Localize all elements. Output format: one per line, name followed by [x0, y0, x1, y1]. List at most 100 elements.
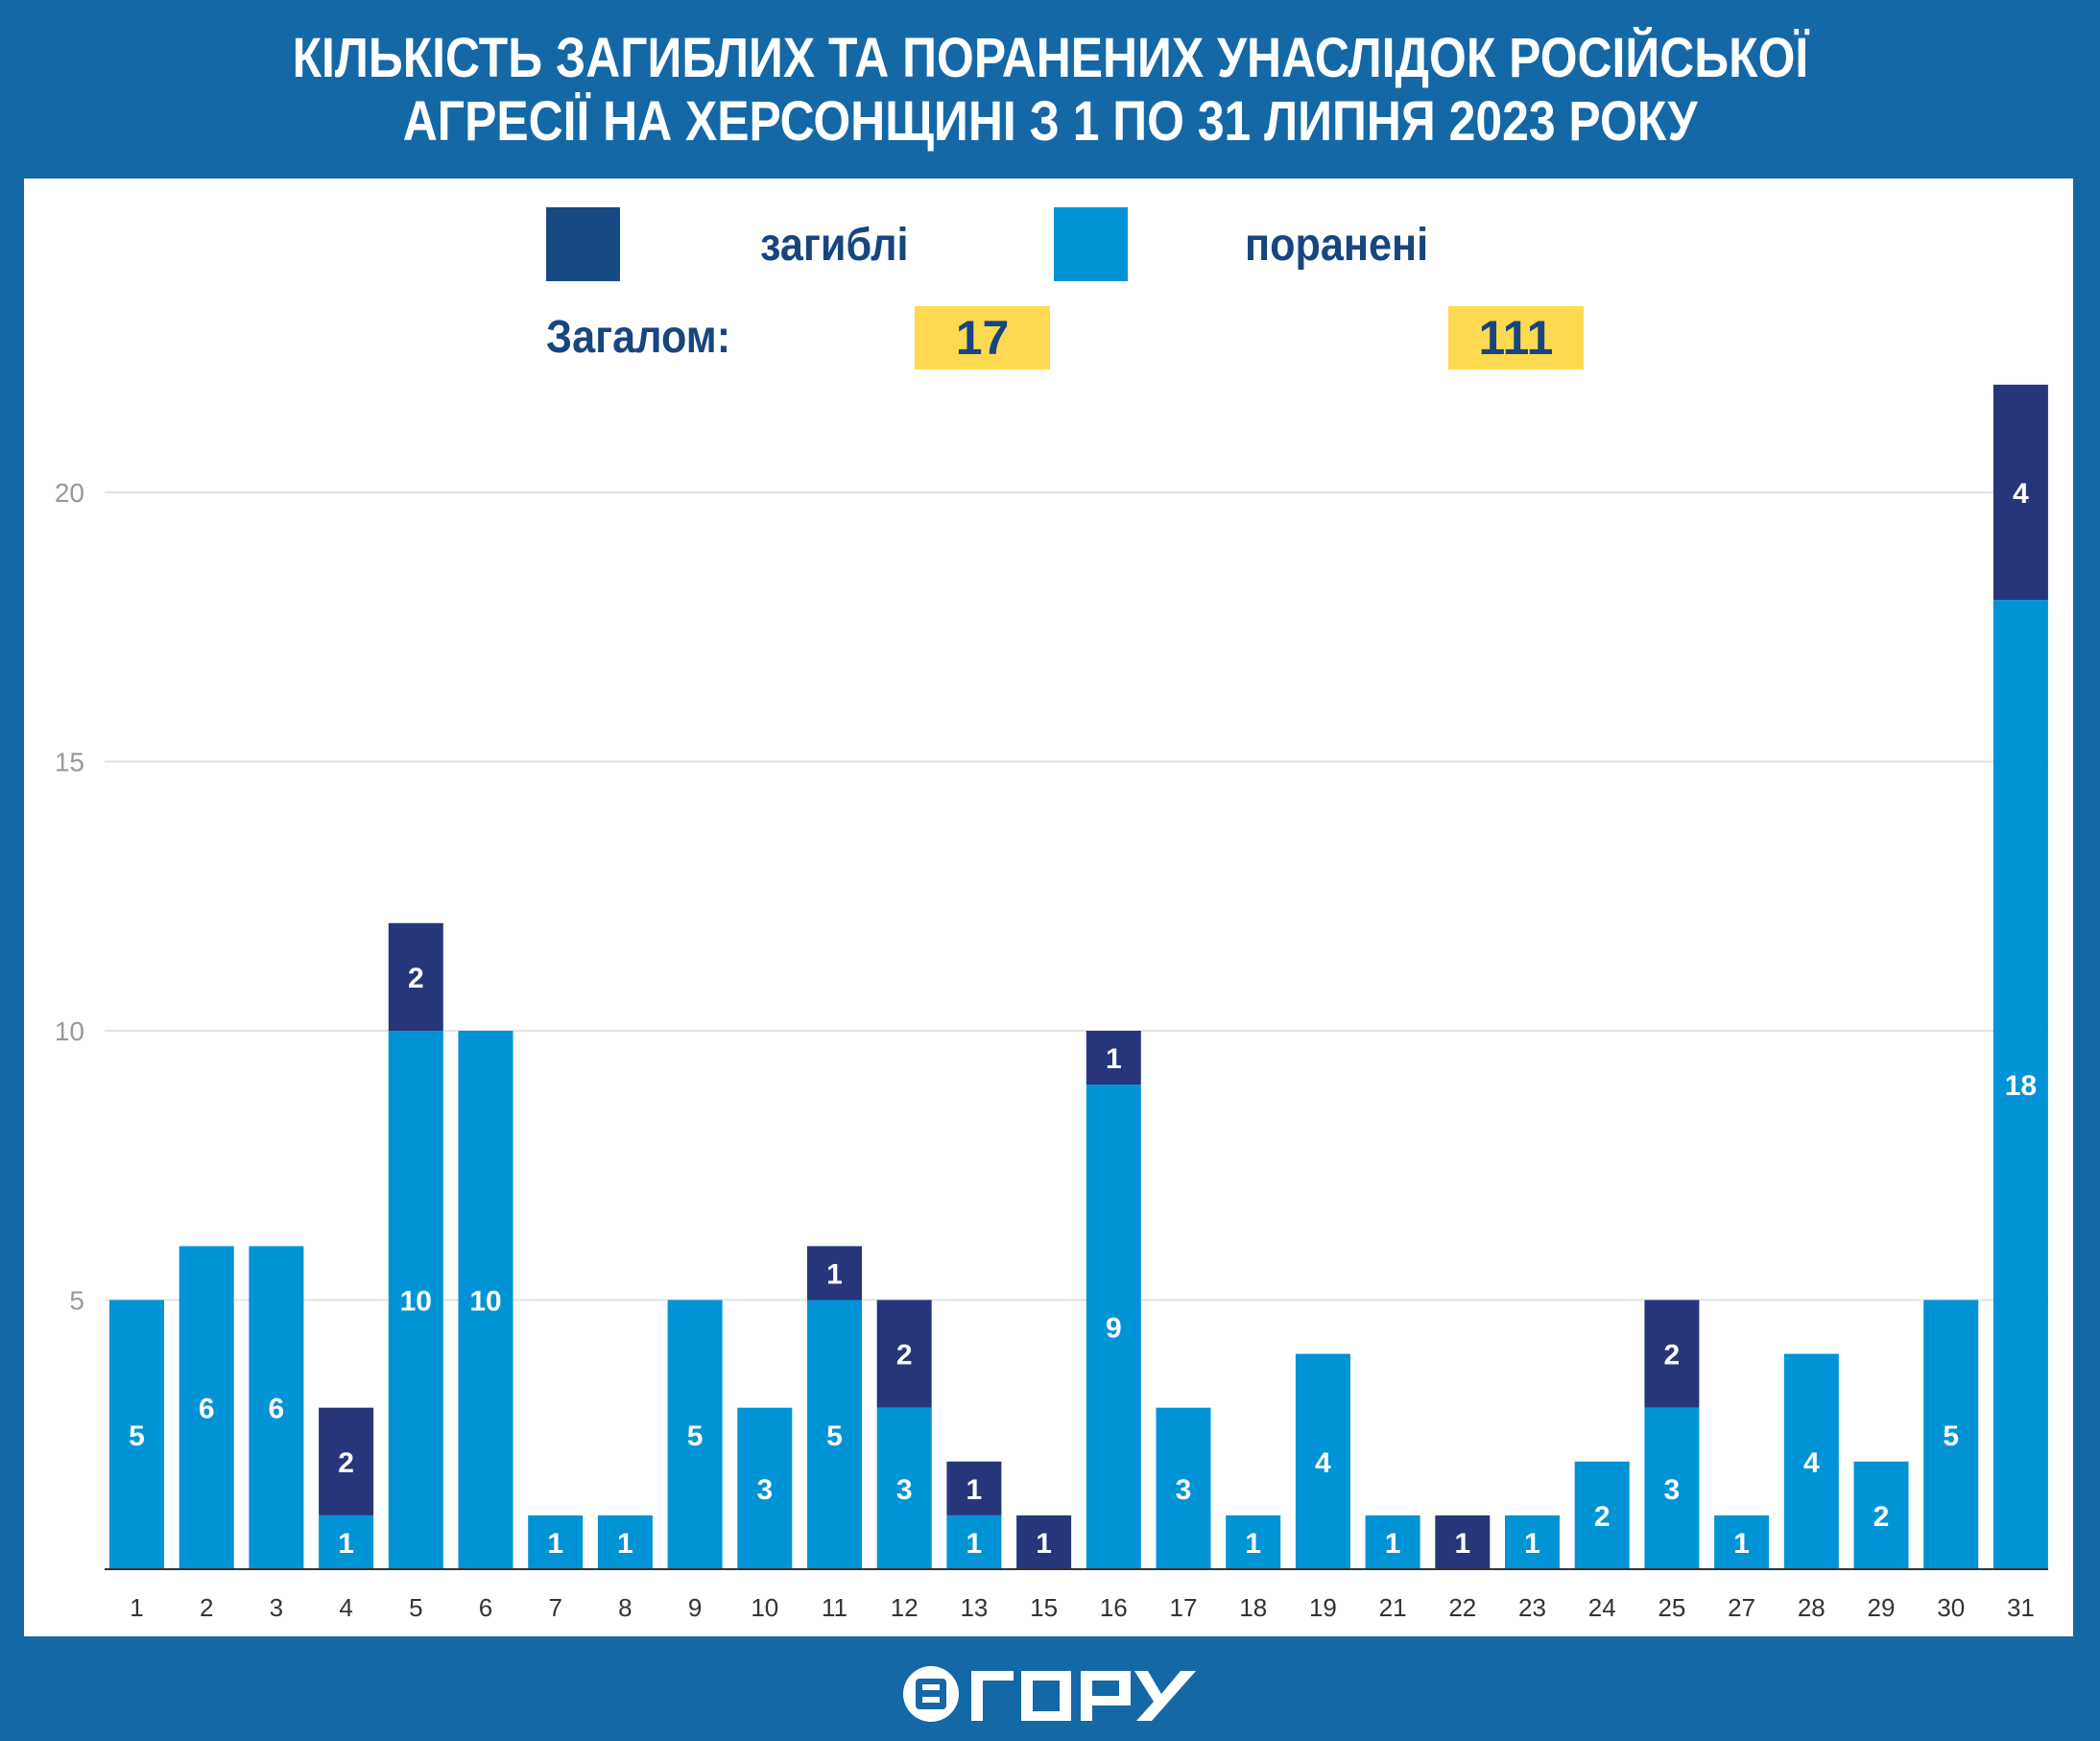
data-label-injured: 1 [1245, 1528, 1261, 1560]
bar-injured [528, 1514, 584, 1569]
bar-injured [1086, 1085, 1141, 1569]
x-tick-label: 3 [270, 1593, 283, 1622]
x-tick-label: 18 [1239, 1593, 1267, 1622]
bar-killed [1016, 1514, 1072, 1569]
x-tick-label: 25 [1658, 1593, 1685, 1622]
data-label-injured: 2 [1873, 1501, 1890, 1533]
data-label-injured: 5 [687, 1420, 704, 1452]
data-label-killed: 2 [408, 963, 424, 994]
data-label-killed: 1 [1036, 1528, 1052, 1560]
bar-injured [1783, 1353, 1839, 1569]
data-label-injured: 4 [1803, 1447, 1820, 1479]
x-tick-label: 12 [891, 1593, 919, 1622]
data-label-injured: 6 [269, 1394, 285, 1425]
y-tick-label: 10 [55, 1016, 84, 1046]
bar-injured [876, 1407, 932, 1569]
legend-label-killed: загиблі [760, 220, 909, 271]
data-label-injured: 9 [1106, 1313, 1122, 1345]
data-label-injured: 10 [400, 1286, 432, 1318]
data-label-injured: 5 [1943, 1420, 1959, 1452]
x-tick-label: 17 [1170, 1593, 1198, 1622]
bar-injured [1505, 1514, 1560, 1569]
data-label-injured: 1 [1524, 1528, 1540, 1560]
bar-injured [179, 1246, 234, 1569]
data-label-injured: 1 [966, 1528, 983, 1560]
bar-killed [1993, 384, 2048, 601]
data-label-injured: 1 [1733, 1528, 1750, 1560]
data-label-killed: 2 [896, 1340, 913, 1371]
x-tick-label: 21 [1379, 1593, 1407, 1622]
bar-injured [1644, 1407, 1700, 1569]
bar-injured [1993, 600, 2048, 1569]
bar-injured [1295, 1353, 1350, 1569]
x-tick-label: 23 [1518, 1593, 1546, 1622]
legend-swatch-killed [546, 207, 620, 281]
x-tick-label: 8 [618, 1593, 632, 1622]
data-label-killed: 1 [1454, 1528, 1470, 1560]
x-tick-label: 10 [751, 1593, 778, 1622]
bar-injured [1365, 1514, 1420, 1569]
bar-injured [1714, 1514, 1770, 1569]
x-tick-label: 7 [548, 1593, 561, 1622]
x-tick-label: 27 [1728, 1593, 1755, 1622]
x-tick-label: 15 [1030, 1593, 1058, 1622]
bar-killed [946, 1461, 1002, 1515]
bar-killed [1435, 1514, 1491, 1569]
bar-killed [1644, 1300, 1700, 1408]
data-label-injured: 4 [1315, 1447, 1331, 1479]
bar-killed [1086, 1031, 1141, 1085]
x-tick-label: 29 [1868, 1593, 1896, 1622]
bar-injured [388, 1031, 443, 1569]
legend-label-injured: поранені [1245, 220, 1429, 271]
total-killed: 17 [915, 306, 1050, 370]
data-label-killed: 2 [1664, 1340, 1681, 1371]
bar-injured [597, 1514, 653, 1569]
bar-injured [109, 1300, 164, 1569]
x-tick-label: 24 [1588, 1593, 1616, 1622]
x-tick-label: 1 [130, 1593, 143, 1622]
bar-injured [1156, 1407, 1211, 1569]
x-tick-label: 16 [1100, 1593, 1128, 1622]
y-tick-label: 5 [69, 1286, 84, 1316]
bar-injured [807, 1300, 862, 1569]
bar-injured [737, 1407, 793, 1569]
x-tick-label: 4 [339, 1593, 352, 1622]
data-label-injured: 1 [547, 1528, 563, 1560]
bar-injured [1853, 1461, 1909, 1569]
data-label-killed: 1 [966, 1474, 983, 1506]
bar-injured [946, 1514, 1002, 1569]
data-label-injured: 3 [756, 1474, 773, 1506]
title-line-2: АГРЕСІЇ НА ХЕРСОНЩИНІ З 1 ПО 31 ЛИПНЯ 20… [402, 90, 1698, 153]
data-label-killed: 4 [2013, 478, 2029, 510]
legend-swatch-injured [1054, 207, 1128, 281]
bar-injured [1226, 1514, 1281, 1569]
vgoru-logo [902, 1665, 1200, 1728]
data-label-killed: 1 [826, 1258, 843, 1290]
bar-injured [319, 1514, 374, 1569]
data-label-injured: 1 [338, 1528, 354, 1560]
chart-title: КІЛЬКІСТЬ ЗАГИБЛИХ ТА ПОРАНЕНИХ УНАСЛІДО… [0, 27, 2100, 154]
bar-killed [876, 1300, 932, 1408]
x-tick-label: 31 [2007, 1593, 2035, 1622]
data-label-injured: 5 [826, 1420, 843, 1452]
x-tick-label: 11 [822, 1593, 847, 1622]
y-tick-label: 15 [55, 748, 84, 777]
data-label-injured: 2 [1594, 1501, 1611, 1533]
x-tick-label: 22 [1448, 1593, 1476, 1622]
bar-killed [388, 922, 443, 1031]
data-label-injured: 1 [617, 1528, 633, 1560]
data-label-killed: 2 [338, 1447, 354, 1479]
title-line-1: КІЛЬКІСТЬ ЗАГИБЛИХ ТА ПОРАНЕНИХ УНАСЛІДО… [292, 27, 1808, 89]
bar-injured [1923, 1300, 1979, 1569]
bar-killed [319, 1407, 374, 1515]
x-tick-label: 9 [688, 1593, 702, 1622]
bar-injured [1574, 1461, 1630, 1569]
chart-panel [24, 179, 2073, 1636]
x-tick-label: 2 [200, 1593, 213, 1622]
data-label-injured: 10 [469, 1286, 501, 1318]
x-tick-label: 6 [479, 1593, 492, 1622]
data-label-injured: 3 [1664, 1474, 1681, 1506]
data-label-injured: 5 [129, 1420, 145, 1452]
total-injured: 111 [1448, 306, 1584, 370]
